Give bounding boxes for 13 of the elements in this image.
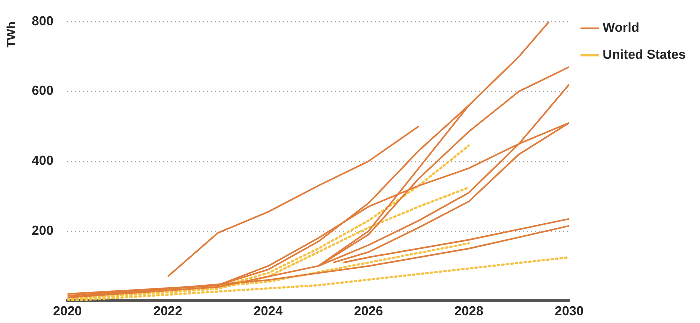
legend-label: United States xyxy=(602,47,686,62)
y-tick-label: 800 xyxy=(32,13,54,28)
x-tick-label: 2028 xyxy=(454,304,484,319)
y-axis-title: TWh xyxy=(4,22,18,48)
x-tick-label: 2026 xyxy=(354,304,384,319)
legend-label: World xyxy=(602,20,640,36)
x-tick-label: 2020 xyxy=(53,304,82,319)
x-tick-label: 2030 xyxy=(554,304,584,319)
x-tick-label: 2024 xyxy=(254,304,284,319)
y-tick-label: 600 xyxy=(32,83,54,98)
y-tick-label: 400 xyxy=(32,153,54,168)
x-tick-label: 2022 xyxy=(154,304,182,319)
y-tick-label: 200 xyxy=(32,222,54,238)
